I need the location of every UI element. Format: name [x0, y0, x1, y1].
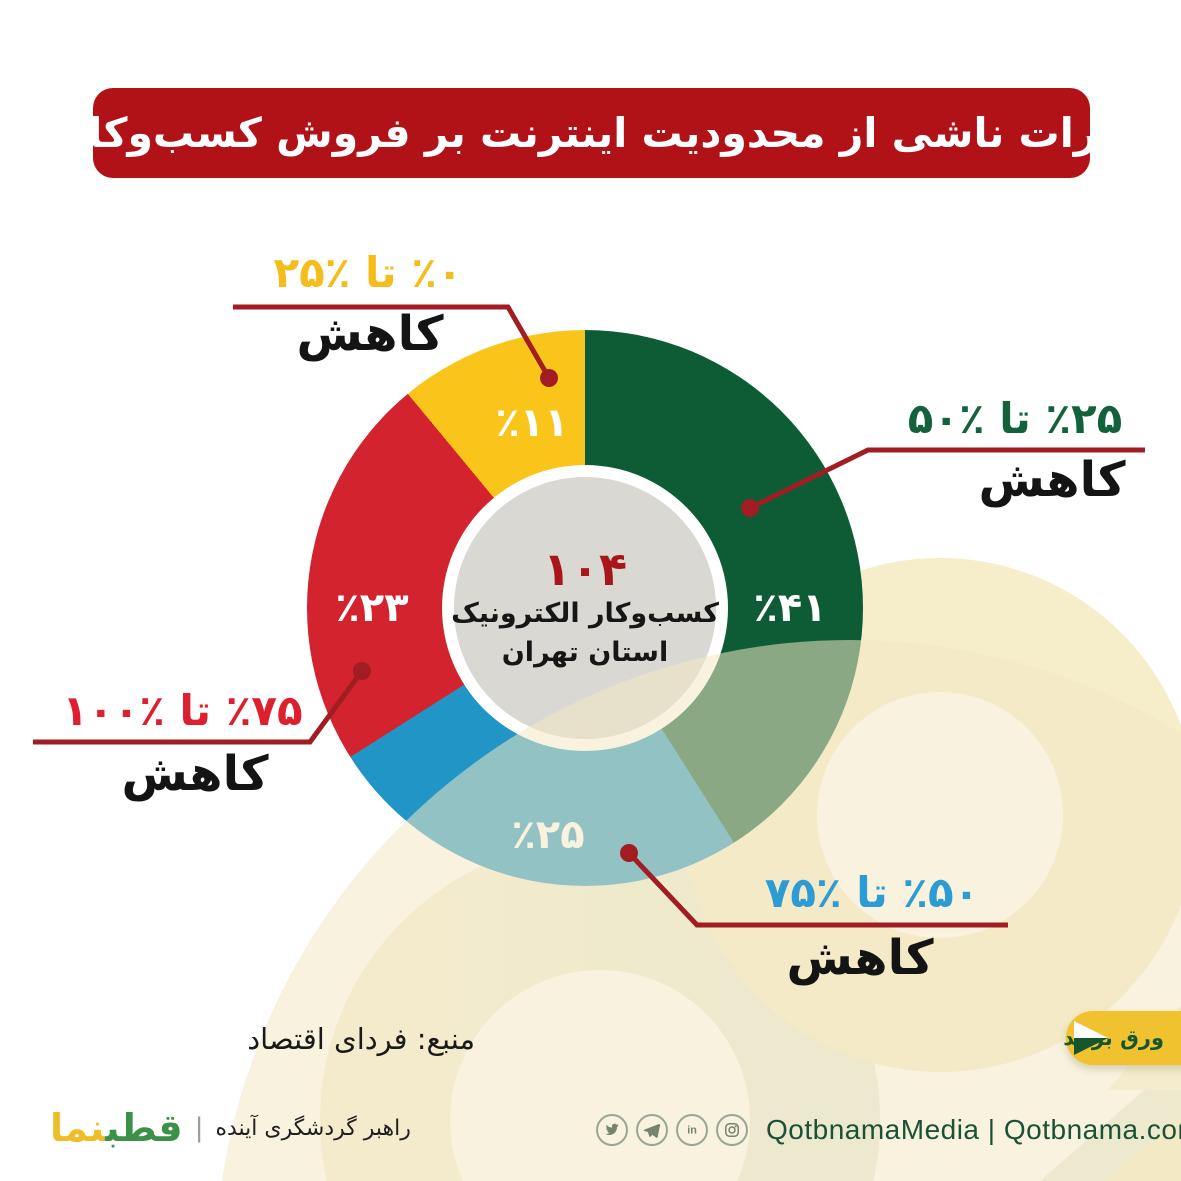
callout-range-yellow: ٪۰ تا ٪۲۵ [273, 248, 463, 297]
center-caption-line2: استان تهران [501, 637, 669, 669]
linkedin-icon[interactable]: in [676, 1114, 708, 1146]
brand-tagline: راهبر گردشگری آینده [215, 1115, 411, 1141]
callout-range-red: ٪۷۵ تا ٪۱۰۰ [62, 686, 303, 735]
flip-arrow-icon [1074, 1021, 1108, 1055]
slice-value-blue: ٪۲۵ [511, 812, 585, 858]
social-handle: QotbnamaMedia [766, 1114, 980, 1145]
twitter-icon[interactable] [596, 1114, 628, 1146]
callout-sub-green: کاهش [978, 452, 1126, 508]
callout-sub-red: کاهش [121, 746, 269, 802]
qotbnama-logo: قطبنما [50, 1106, 184, 1150]
center-total-number: ۱۰۴ [542, 541, 628, 596]
logo-part-green: قطب [105, 1106, 183, 1150]
callout-sub-yellow: کاهش [296, 306, 444, 362]
flip-page-button[interactable]: ورق بزنید [1063, 1011, 1181, 1065]
page-title: تاثیرات ناشی از محدودیت اینترنت بر فروش … [20, 109, 1163, 157]
title-banner: تاثیرات ناشی از محدودیت اینترنت بر فروش … [21, 88, 1162, 178]
instagram-icon[interactable] [716, 1114, 748, 1146]
social-handles-text: QotbnamaMedia | Qotbnama.com [766, 1114, 1181, 1146]
brand-row: راهبر گردشگری آینده | قطبنما [50, 1106, 411, 1150]
brand-separator: | [194, 1113, 204, 1143]
callout-range-blue: ٪۵۰ تا ٪۷۵ [764, 868, 980, 917]
telegram-icon[interactable] [636, 1114, 668, 1146]
slice-value-green: ٪۴۱ [753, 585, 827, 631]
source-note: منبع: فردای اقتصاد [247, 1022, 475, 1056]
logo-part-yellow: نما [50, 1106, 106, 1150]
social-site: Qotbnama.com [1003, 1114, 1181, 1145]
slice-value-red: ٪۲۳ [335, 585, 409, 631]
svg-text:in: in [687, 1124, 697, 1136]
social-separator: | [987, 1114, 996, 1145]
donut-center: ۱۰۴ کسب‌وکار الکترونیک استان تهران [451, 477, 719, 739]
callout-sub-blue: کاهش [786, 930, 934, 986]
social-row: in QotbnamaMedia | Qotbnama.com [596, 1114, 1181, 1146]
slice-value-yellow: ٪۱۱ [495, 400, 569, 446]
callout-range-green: ٪۲۵ تا ٪۵۰ [907, 394, 1123, 443]
center-caption-line1: کسب‌وکار الکترونیک [451, 598, 719, 630]
